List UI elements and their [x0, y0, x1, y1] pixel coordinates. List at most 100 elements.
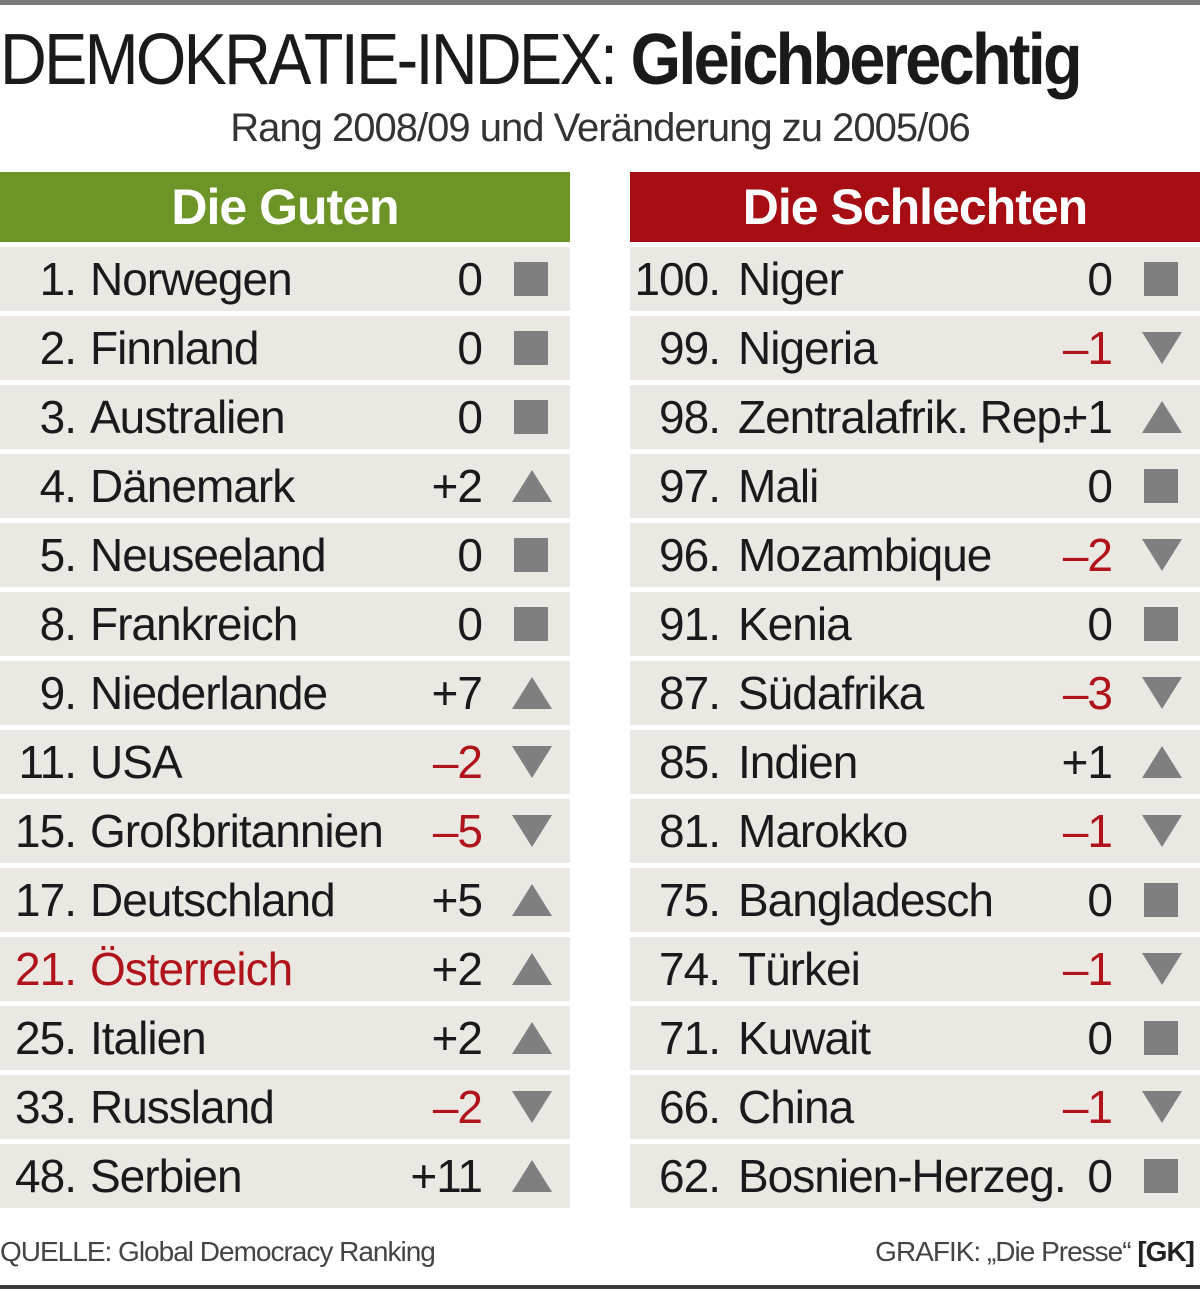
table-row: 8. Frankreich 0 — [0, 592, 570, 656]
country-label: Mozambique — [738, 529, 992, 581]
country-label: Italien — [90, 1012, 207, 1064]
change-value: –2 — [432, 736, 483, 788]
table-row: 1. Norwegen 0 — [0, 247, 570, 311]
change-value: –1 — [1062, 322, 1113, 374]
rank-label: 33. — [15, 1081, 77, 1133]
change-value: +5 — [431, 874, 483, 926]
triangle-up-icon — [512, 1158, 552, 1194]
country-label: Neuseeland — [90, 529, 327, 581]
table-row: 48. Serbien +11 — [0, 1144, 570, 1208]
triangle-up-icon — [512, 468, 552, 504]
rank-label: 98. — [659, 391, 721, 443]
square-icon — [1142, 261, 1180, 297]
triangle-down-icon — [512, 744, 552, 780]
table-row: 66. China –1 — [630, 1075, 1200, 1139]
country-label: Österreich — [90, 943, 293, 995]
table-row: 81. Marokko –1 — [630, 799, 1200, 863]
rank-label: 21. — [15, 943, 77, 995]
rank-label: 85. — [659, 736, 721, 788]
rank-label: 9. — [39, 667, 77, 719]
table-row: 87. Südafrika –3 — [630, 661, 1200, 725]
table-row: 3. Australien 0 — [0, 385, 570, 449]
table-row: 62. Bosnien-Herzeg. 0 — [630, 1144, 1200, 1208]
change-value: +2 — [431, 1012, 483, 1064]
credit-text: GRAFIK: „Die Presse“ — [875, 1236, 1131, 1267]
country-label: Niederlande — [90, 667, 328, 719]
rank-label: 48. — [15, 1150, 77, 1202]
change-value: +1 — [1061, 391, 1113, 443]
country-label: Kuwait — [738, 1012, 871, 1064]
triangle-down-icon — [1142, 813, 1182, 849]
country-label: Niger — [738, 253, 844, 305]
country-label: Deutschland — [90, 874, 336, 926]
table-row: 100. Niger 0 — [630, 247, 1200, 311]
country-label: Indien — [738, 736, 858, 788]
rank-label: 62. — [659, 1150, 721, 1202]
change-value: 0 — [1087, 1150, 1113, 1202]
change-value: +11 — [410, 1150, 483, 1202]
rank-label: 17. — [15, 874, 77, 926]
country-label: Nigeria — [738, 322, 878, 374]
square-icon — [512, 330, 550, 366]
country-label: Türkei — [738, 943, 861, 995]
change-value: 0 — [457, 322, 483, 374]
rank-label: 91. — [659, 598, 721, 650]
rank-label: 74. — [659, 943, 721, 995]
table-row: 75. Bangladesch 0 — [630, 868, 1200, 932]
table-row: 85. Indien +1 — [630, 730, 1200, 794]
triangle-up-icon — [512, 675, 552, 711]
country-label: Marokko — [738, 805, 908, 857]
change-value: –1 — [1062, 1081, 1113, 1133]
source-note: QUELLE: Global Democracy Ranking — [0, 1236, 436, 1267]
top-rule — [0, 0, 1200, 5]
table-row: 5. Neuseeland 0 — [0, 523, 570, 587]
country-label: Bosnien-Herzeg. — [738, 1150, 1067, 1202]
country-label: Serbien — [90, 1150, 243, 1202]
square-icon — [1142, 1158, 1180, 1194]
country-label: USA — [90, 736, 183, 788]
title-light: DEMOKRATIE-INDEX: — [0, 20, 618, 100]
country-label: Kenia — [738, 598, 852, 650]
rank-label: 97. — [659, 460, 721, 512]
square-icon — [1142, 606, 1180, 642]
country-label: Norwegen — [90, 253, 293, 305]
change-value: 0 — [1087, 598, 1113, 650]
change-value: –2 — [1062, 529, 1113, 581]
triangle-down-icon — [1142, 675, 1182, 711]
square-icon — [512, 261, 550, 297]
title-bold: Gleichberechtigung — [630, 20, 1080, 100]
good-column-header: Die Guten — [0, 172, 570, 242]
triangle-down-icon — [1142, 330, 1182, 366]
triangle-up-icon — [1142, 744, 1182, 780]
change-value: +1 — [1061, 736, 1113, 788]
country-label: Südafrika — [738, 667, 924, 719]
table-row: 17. Deutschland +5 — [0, 868, 570, 932]
rank-label: 2. — [39, 322, 77, 374]
change-value: 0 — [457, 529, 483, 581]
change-value: –1 — [1062, 805, 1113, 857]
table-row: 91. Kenia 0 — [630, 592, 1200, 656]
bad-rows: 100. Niger 0 99. Nigeria –1 98. Zentralafrik. R… — [630, 247, 1200, 1208]
table-row: 4. Dänemark +2 — [0, 454, 570, 518]
good-rows: 1. Norwegen 0 2. Finnland 0 3. Australien 0 4. Dän… — [0, 247, 570, 1208]
rank-label: 8. — [39, 598, 77, 650]
rank-label: 81. — [659, 805, 721, 857]
table-row: 25. Italien +2 — [0, 1006, 570, 1070]
triangle-up-icon — [512, 882, 552, 918]
country-label: Russland — [90, 1081, 275, 1133]
credit-note: GRAFIK: „Die Presse“ [GK] — [875, 1232, 1195, 1272]
triangle-down-icon — [1142, 1089, 1182, 1125]
rank-label: 15. — [15, 805, 77, 857]
table-row: 21. Österreich +2 — [0, 937, 570, 1001]
table-row: 97. Mali 0 — [630, 454, 1200, 518]
triangle-down-icon — [1142, 537, 1182, 573]
country-label: Finnland — [90, 322, 259, 374]
country-label: Mali — [738, 460, 819, 512]
change-value: 0 — [457, 253, 483, 305]
table-row: 74. Türkei –1 — [630, 937, 1200, 1001]
square-icon — [1142, 882, 1180, 918]
rank-label: 25. — [15, 1012, 77, 1064]
rank-label: 3. — [39, 391, 77, 443]
chart-title: DEMOKRATIE-INDEX: Gleichberechtigung — [0, 14, 1080, 106]
change-value: –5 — [432, 805, 483, 857]
